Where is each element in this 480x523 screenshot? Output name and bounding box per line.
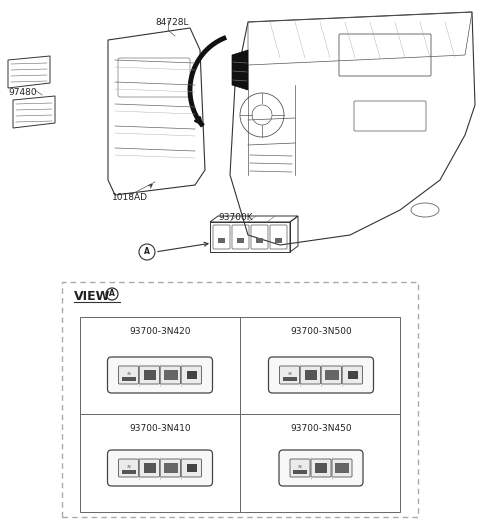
Text: A: A (109, 290, 115, 299)
FancyBboxPatch shape (181, 459, 202, 477)
Bar (187, 371, 196, 379)
Bar (275, 238, 282, 243)
Bar (210, 222, 290, 252)
FancyBboxPatch shape (300, 366, 321, 384)
FancyBboxPatch shape (181, 366, 202, 384)
Text: 1018AD: 1018AD (112, 193, 148, 202)
Bar (324, 370, 338, 380)
Text: VIEW: VIEW (74, 290, 110, 303)
Text: 93700-3N500: 93700-3N500 (290, 327, 352, 336)
Bar (62, 282, 418, 517)
Bar (80, 317, 400, 512)
FancyBboxPatch shape (160, 366, 180, 384)
Text: ≈: ≈ (126, 371, 131, 377)
FancyBboxPatch shape (160, 459, 180, 477)
Text: 84728L: 84728L (155, 18, 189, 27)
FancyBboxPatch shape (140, 366, 159, 384)
Bar (164, 370, 178, 380)
Text: ≈: ≈ (288, 371, 291, 377)
Bar (315, 463, 327, 473)
FancyBboxPatch shape (119, 366, 139, 384)
FancyBboxPatch shape (108, 450, 213, 486)
Bar (293, 470, 307, 474)
FancyBboxPatch shape (108, 357, 213, 393)
Bar (121, 470, 135, 474)
Text: 93700-3N420: 93700-3N420 (129, 327, 191, 336)
Bar (164, 463, 178, 473)
Text: 93700-3N450: 93700-3N450 (290, 424, 352, 433)
Text: ≈: ≈ (126, 464, 131, 470)
Bar (283, 377, 297, 381)
Bar (256, 238, 263, 243)
FancyBboxPatch shape (140, 459, 159, 477)
FancyBboxPatch shape (290, 459, 310, 477)
FancyBboxPatch shape (279, 366, 300, 384)
FancyBboxPatch shape (279, 450, 363, 486)
FancyBboxPatch shape (311, 459, 331, 477)
Bar (187, 464, 196, 472)
Bar (121, 377, 135, 381)
Bar (348, 371, 358, 379)
Bar (237, 238, 244, 243)
Bar (144, 370, 156, 380)
Text: A: A (144, 247, 150, 256)
FancyBboxPatch shape (332, 459, 352, 477)
Bar (144, 463, 156, 473)
Bar (218, 238, 225, 243)
Text: ≈: ≈ (298, 464, 302, 470)
FancyBboxPatch shape (268, 357, 373, 393)
FancyBboxPatch shape (119, 459, 139, 477)
Text: 97480: 97480 (8, 88, 36, 97)
FancyBboxPatch shape (322, 366, 341, 384)
FancyBboxPatch shape (343, 366, 362, 384)
Text: 93700K: 93700K (218, 213, 252, 222)
Bar (335, 463, 349, 473)
Polygon shape (232, 50, 248, 90)
Text: 93700-3N410: 93700-3N410 (129, 424, 191, 433)
Bar (304, 370, 316, 380)
